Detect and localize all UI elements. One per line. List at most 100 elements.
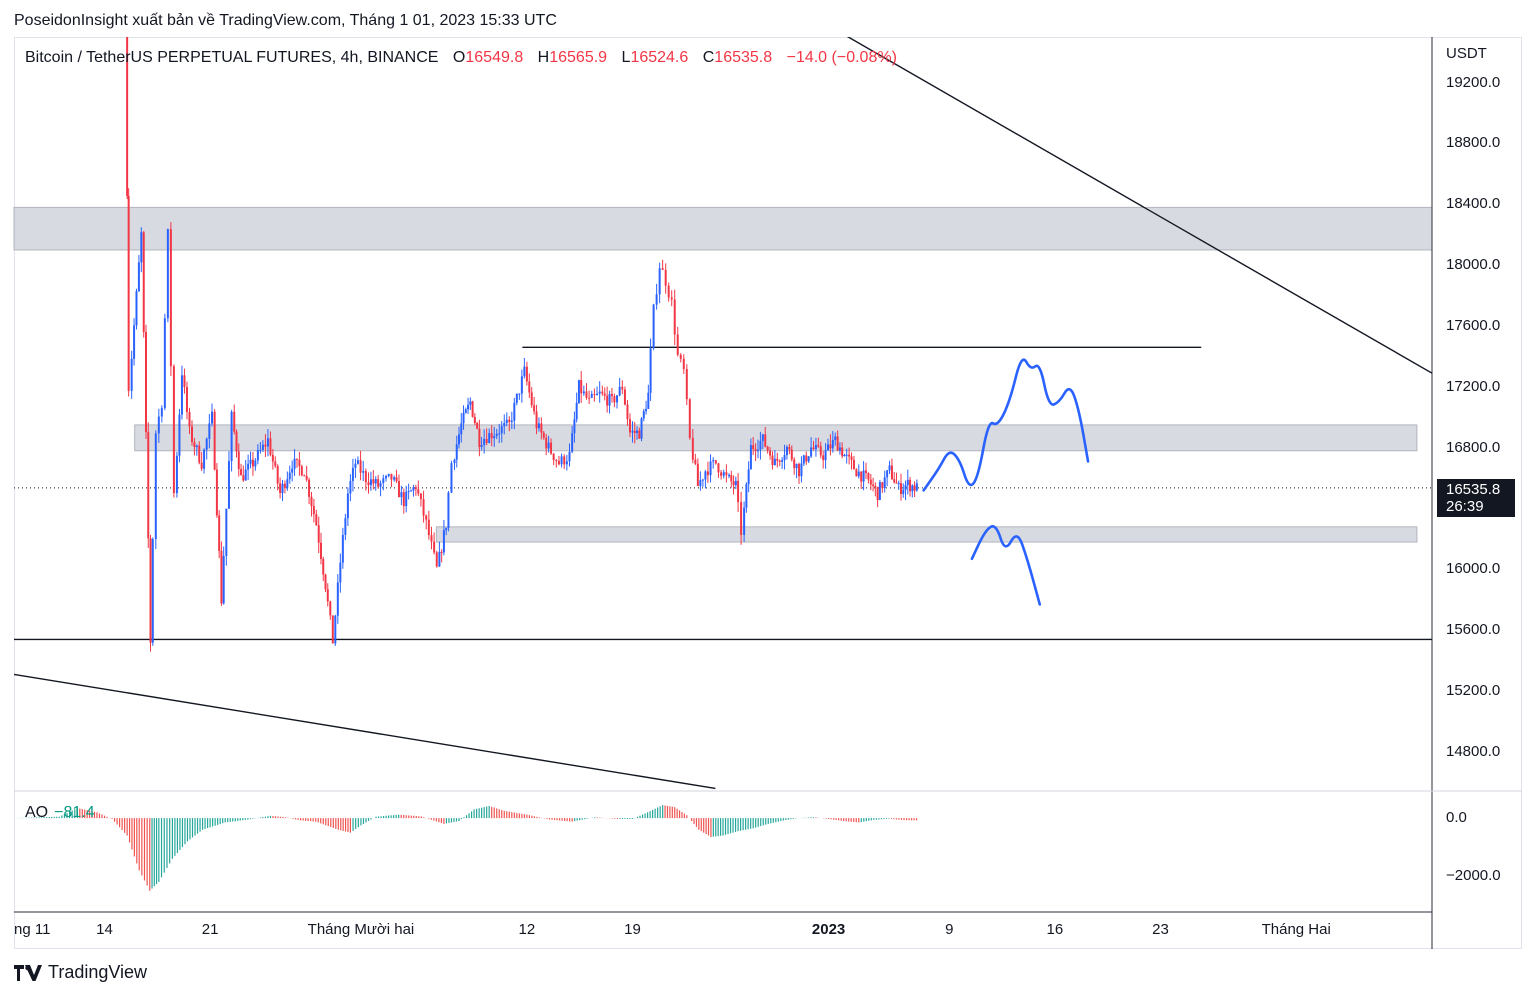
candle-body <box>872 484 875 487</box>
candle-body <box>513 402 516 421</box>
footer-brand[interactable]: TradingView <box>14 962 147 983</box>
candle-body <box>208 423 211 439</box>
candle-body <box>191 426 194 443</box>
candle-body <box>503 423 506 427</box>
candle-body <box>834 436 837 440</box>
time-tick: 19 <box>624 921 641 938</box>
candle-body <box>869 479 872 485</box>
candle-body <box>915 483 918 491</box>
legend-symbol: Bitcoin / TetherUS PERPETUAL FUTURES, 4h… <box>25 49 439 66</box>
candle-body <box>387 473 390 477</box>
candle-body <box>810 447 813 457</box>
candle-body <box>205 438 208 450</box>
candle-body <box>829 444 832 449</box>
candle-body <box>577 380 580 403</box>
candle-body <box>749 445 752 470</box>
candle-body <box>655 294 658 305</box>
candle-body <box>180 375 183 415</box>
zones-layer <box>13 206 1433 543</box>
candle-body <box>157 416 160 434</box>
candle-body <box>598 391 601 394</box>
candle-body <box>585 391 588 398</box>
candle-body <box>752 445 755 449</box>
candle-body <box>596 393 599 396</box>
candle-body <box>706 471 709 476</box>
candle-body <box>525 366 528 382</box>
candle-body <box>137 262 140 292</box>
candle-body <box>478 428 481 447</box>
candle-body <box>298 459 301 467</box>
candle-body <box>857 471 860 477</box>
candle-body <box>590 394 593 398</box>
candle-body <box>254 460 257 467</box>
candle-body <box>704 471 707 480</box>
ao-legend: AO −81.4 <box>25 804 95 822</box>
ao-histogram-layer <box>15 805 918 891</box>
current-price-text: 16535.8 <box>1446 481 1501 498</box>
candle-body <box>130 358 133 391</box>
candle-body <box>435 552 438 567</box>
candle-body <box>542 432 545 438</box>
candle-body <box>215 469 218 516</box>
candle-body <box>220 550 223 604</box>
candle-body <box>417 489 420 494</box>
candle-body <box>606 395 609 406</box>
candle-body <box>822 455 825 461</box>
candle-body <box>575 402 578 420</box>
candle-body <box>469 401 472 405</box>
candle-body <box>771 455 774 466</box>
trendline <box>846 37 1432 374</box>
candle-body <box>422 499 425 516</box>
candle-body <box>498 433 501 435</box>
candle-body <box>288 472 291 480</box>
candle-body <box>322 558 325 575</box>
candle-body <box>679 354 682 359</box>
candle-body <box>568 451 571 462</box>
candle-body <box>537 423 540 429</box>
candle-body <box>911 485 914 492</box>
candle-body <box>364 471 367 483</box>
candle-body <box>210 411 213 424</box>
candle-body <box>163 318 166 409</box>
candle-body <box>530 392 533 406</box>
forecast-layer <box>922 358 1090 606</box>
candle-body <box>712 460 715 462</box>
forecast-path <box>970 525 1042 606</box>
price-tick: 18400.0 <box>1446 195 1501 213</box>
candle-body <box>761 434 764 441</box>
candle-body <box>814 445 817 450</box>
candle-body <box>419 493 422 500</box>
legend-high-label: H <box>537 49 550 66</box>
candle-body <box>890 465 893 480</box>
candle-body <box>483 438 486 446</box>
tradingview-logo-icon <box>14 964 42 981</box>
candle-body <box>249 459 252 464</box>
candle-body <box>372 479 375 484</box>
candle-body <box>783 455 786 461</box>
ao-name: AO <box>25 804 49 821</box>
candle-body <box>425 515 428 520</box>
legend-close-label: C <box>702 49 715 66</box>
candle-body <box>528 381 531 393</box>
candle-body <box>800 463 803 477</box>
candle-body <box>732 481 735 486</box>
candle-body <box>464 409 467 413</box>
candle-body <box>384 476 387 479</box>
candle-body <box>628 419 631 433</box>
ao-tick: 0.0 <box>1446 809 1467 827</box>
candle-body <box>888 465 891 471</box>
candle-body <box>874 486 877 488</box>
candle-body <box>374 479 377 484</box>
candle-body <box>140 232 143 263</box>
candle-body <box>377 479 380 487</box>
candle-body <box>147 432 150 539</box>
candle-body <box>781 460 784 462</box>
candle-body <box>369 479 372 486</box>
candle-body <box>876 487 879 501</box>
candle-body <box>198 445 201 463</box>
price-tick: 19200.0 <box>1446 73 1501 91</box>
candle-body <box>601 391 604 394</box>
candle-body <box>836 436 839 451</box>
candle-body <box>766 446 769 451</box>
